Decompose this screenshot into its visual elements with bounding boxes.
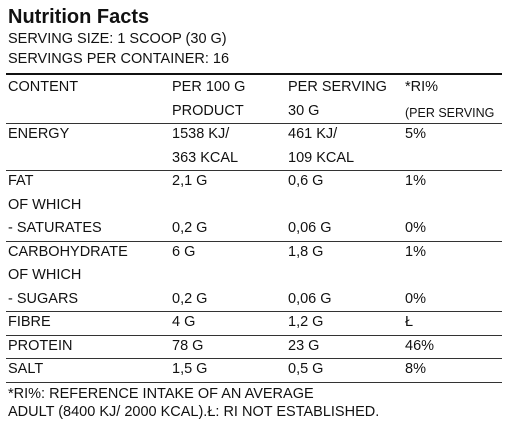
header-cell: 30 G: [288, 102, 320, 119]
header-cell: CONTENT: [8, 79, 79, 95]
table-cell: - SUGARS: [8, 290, 79, 307]
footnote: *RI%: REFERENCE INTAKE OF AN AVERAGE: [8, 385, 314, 402]
table-cell: 1%: [405, 173, 426, 189]
table-cell: 5%: [405, 126, 426, 142]
row-divider: [6, 240, 502, 242]
table-cell: 0,5 G: [288, 361, 324, 377]
table-cell: SALT: [8, 361, 44, 377]
table-cell: FIBRE: [8, 314, 51, 330]
table-cell: 2,1 G: [172, 173, 208, 189]
table-cell: PROTEIN: [8, 337, 73, 354]
table-cell: 1538 KJ/: [172, 126, 230, 142]
row-divider: [6, 123, 502, 124]
table-cell: 363 KCAL: [172, 149, 239, 166]
header-cell: (PER SERVING: [405, 105, 495, 120]
row-divider: [6, 170, 502, 171]
table-cell: 0,6 G: [288, 173, 324, 189]
table-cell: 0,06 G: [288, 290, 332, 307]
table-cell: 4 G: [172, 314, 196, 330]
header-cell: *RI%: [405, 79, 439, 95]
table-cell: 0%: [405, 290, 426, 307]
table-cell: 8%: [405, 361, 426, 377]
table-cell: - SATURATES: [8, 220, 102, 236]
table-cell: 0,2 G: [172, 220, 208, 236]
table-cell: 1,2 G: [288, 314, 324, 330]
table-cell: 6 G: [172, 243, 196, 260]
servings-per-container: SERVINGS PER CONTAINER: 16: [8, 51, 230, 67]
header-cell: PRODUCT: [172, 102, 244, 119]
table-cell: OF WHICH: [8, 267, 82, 283]
table-cell: 46%: [405, 337, 435, 354]
table-cell: CARBOHYDRATE: [8, 243, 128, 260]
row-divider: [6, 311, 502, 312]
table-cell: 461 KJ/: [288, 126, 338, 142]
table-cell: FAT: [8, 173, 34, 189]
title: Nutrition Facts: [8, 6, 150, 28]
table-cell: Ł: [405, 314, 414, 330]
table-cell: ENERGY: [8, 126, 70, 142]
table-cell: 1%: [405, 243, 426, 260]
table-cell: 1,8 G: [288, 243, 324, 260]
table-cell: 109 KCAL: [288, 149, 355, 166]
table-cell: 1,5 G: [172, 361, 208, 377]
serving-size: SERVING SIZE: 1 SCOOP (30 G): [8, 31, 227, 47]
row-divider: [6, 334, 502, 336]
divider: [6, 73, 502, 75]
row-divider: [6, 358, 502, 359]
table-cell: 0%: [405, 220, 426, 236]
footnote: ADULT (8400 KJ/ 2000 KCAL).Ł: RI NOT EST…: [8, 404, 380, 420]
table-cell: OF WHICH: [8, 196, 82, 213]
row-divider: [6, 381, 502, 383]
header-cell: PER SERVING: [288, 79, 387, 95]
header-cell: PER 100 G: [172, 79, 246, 95]
table-cell: 0,06 G: [288, 220, 332, 236]
table-cell: 0,2 G: [172, 290, 208, 307]
table-cell: 78 G: [172, 337, 204, 354]
table-cell: 23 G: [288, 337, 320, 354]
